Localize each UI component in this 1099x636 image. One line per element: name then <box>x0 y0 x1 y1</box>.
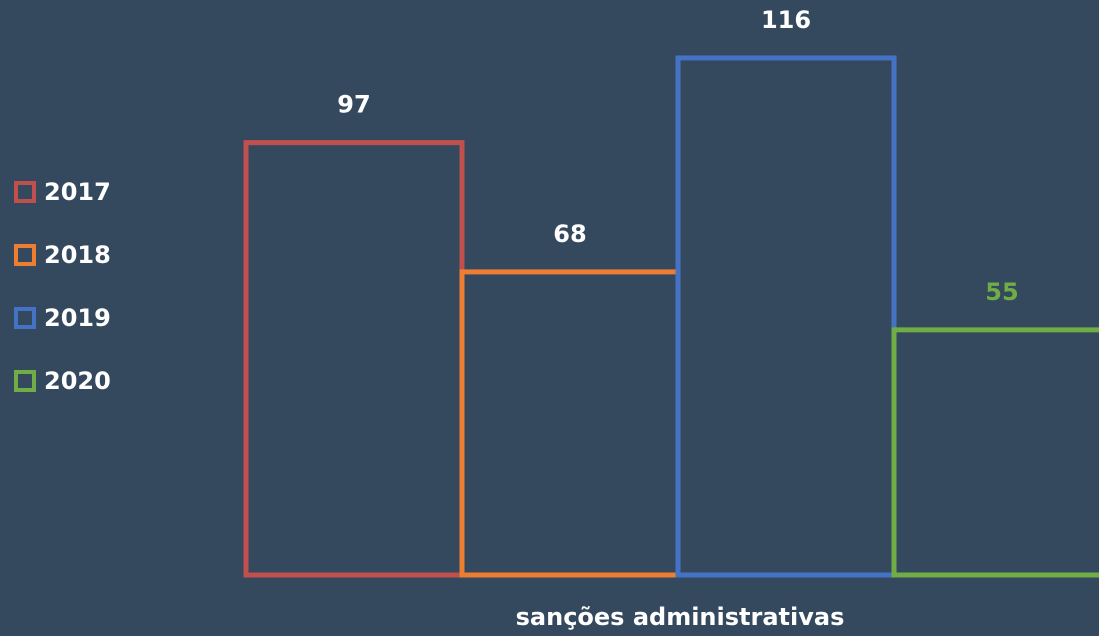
legend-swatch <box>14 181 36 203</box>
bar <box>459 269 681 578</box>
legend-label: 2018 <box>44 241 111 269</box>
legend-label: 2019 <box>44 304 111 332</box>
legend-label: 2017 <box>44 178 111 206</box>
value-label: 97 <box>337 91 370 119</box>
value-label: 116 <box>761 6 811 34</box>
x-axis-label: sanções administrativas <box>516 603 845 631</box>
bar <box>675 55 897 578</box>
legend-swatch <box>14 370 36 392</box>
value-label: 68 <box>553 220 586 248</box>
bar <box>891 327 1099 578</box>
legend-label: 2020 <box>44 367 111 395</box>
legend-swatch <box>14 307 36 329</box>
legend-swatch <box>14 244 36 266</box>
value-label: 55 <box>985 278 1018 306</box>
bar <box>243 140 465 578</box>
